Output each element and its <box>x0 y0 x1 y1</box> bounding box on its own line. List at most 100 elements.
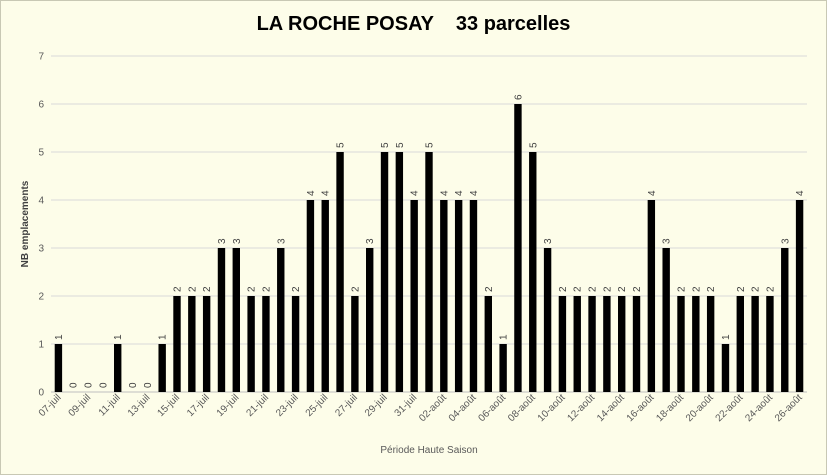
x-tick-label: 19-juil <box>215 392 242 419</box>
y-axis-ticks: 0 1 2 3 4 5 6 7 <box>38 52 44 399</box>
x-tick-label: 06-août <box>476 392 508 424</box>
data-label: 5 <box>425 142 436 148</box>
bar <box>795 200 804 392</box>
bar <box>366 248 374 392</box>
bar <box>380 152 389 392</box>
bar <box>766 296 774 392</box>
x-tick-label: 10-août <box>536 392 568 424</box>
data-label: 2 <box>187 286 198 292</box>
data-label: 2 <box>261 286 272 292</box>
bar <box>469 200 478 392</box>
data-label: 0 <box>98 382 109 388</box>
data-label: 2 <box>588 286 599 292</box>
bar <box>291 296 300 392</box>
bar <box>277 248 285 392</box>
bar <box>232 248 240 392</box>
y-axis-label: NB emplacements <box>20 180 31 267</box>
bar <box>247 296 255 392</box>
x-tick-label: 09-juil <box>67 392 94 419</box>
bar <box>158 344 166 392</box>
bar <box>529 152 537 392</box>
x-tick-label: 08-août <box>506 392 538 424</box>
x-tick-label: 22-août <box>714 392 746 424</box>
x-tick-label: 29-juil <box>363 392 390 419</box>
x-tick-label: 18-août <box>654 392 686 424</box>
bar <box>543 248 552 392</box>
data-label: 1 <box>721 334 732 340</box>
bar <box>321 200 329 392</box>
x-tick-label: 12-août <box>565 392 597 424</box>
bar <box>692 296 700 392</box>
data-label: 0 <box>143 382 154 388</box>
y-tick-label: 4 <box>38 196 44 207</box>
data-label: 4 <box>647 190 658 196</box>
data-label: 2 <box>677 286 688 292</box>
data-label: 2 <box>573 286 584 292</box>
x-tick-label: 02-août <box>417 392 449 424</box>
bar <box>336 152 344 392</box>
bar <box>262 296 270 392</box>
x-tick-label: 26-août <box>773 392 805 424</box>
data-label: 2 <box>291 286 302 292</box>
data-label: 2 <box>736 286 747 292</box>
x-tick-label: 04-août <box>447 392 479 424</box>
x-tick-label: 25-juil <box>304 392 331 419</box>
bar <box>188 296 196 392</box>
y-tick-label: 0 <box>38 388 44 399</box>
bar <box>54 344 63 392</box>
x-tick-label: 13-juil <box>126 392 153 419</box>
bar <box>440 200 448 392</box>
bar <box>454 200 463 392</box>
bar <box>751 296 759 392</box>
data-label: 1 <box>499 334 510 340</box>
x-tick-label: 11-juil <box>97 392 123 418</box>
bar <box>351 296 359 392</box>
bar <box>618 296 626 392</box>
data-label: 2 <box>558 286 569 292</box>
data-label: 5 <box>395 142 406 148</box>
y-tick-label: 3 <box>38 244 44 255</box>
bar <box>395 152 404 392</box>
data-label: 4 <box>454 190 465 196</box>
bar <box>721 344 730 392</box>
bar <box>217 248 226 392</box>
y-tick-label: 7 <box>38 52 44 63</box>
bar <box>484 296 492 392</box>
x-tick-label: 15-juil <box>155 392 182 419</box>
bar <box>588 296 596 392</box>
data-label: 2 <box>632 286 643 292</box>
data-label: 0 <box>69 382 80 388</box>
data-label: 3 <box>662 238 673 244</box>
y-tick-label: 6 <box>38 100 44 111</box>
data-label: 2 <box>751 286 762 292</box>
bar <box>410 200 418 392</box>
x-tick-label: 17-juil <box>185 392 212 419</box>
bar <box>114 344 122 392</box>
bar <box>558 296 567 392</box>
data-label: 0 <box>84 382 95 388</box>
y-tick-label: 1 <box>38 340 44 351</box>
y-tick-label: 5 <box>38 148 44 159</box>
data-label: 4 <box>306 190 317 196</box>
x-tick-label: 21-juil <box>244 392 271 419</box>
data-label: 3 <box>276 238 287 244</box>
x-tick-label: 27-juil <box>333 392 360 419</box>
chart-title: LA ROCHE POSAY 33 parcelles <box>256 13 571 35</box>
bar <box>425 152 433 392</box>
bar <box>202 296 211 392</box>
x-tick-label: 23-juil <box>274 392 301 419</box>
x-tick-label: 20-août <box>684 392 716 424</box>
x-axis-label: Période Haute Saison <box>380 445 477 456</box>
data-label: 5 <box>380 142 391 148</box>
data-label: 3 <box>543 238 554 244</box>
data-label: 4 <box>439 190 450 196</box>
data-label: 2 <box>765 286 776 292</box>
bar <box>781 248 789 392</box>
bar <box>647 200 656 392</box>
data-label: 2 <box>617 286 628 292</box>
data-label: 2 <box>247 286 258 292</box>
data-label: 3 <box>780 238 791 244</box>
bar <box>736 296 744 392</box>
